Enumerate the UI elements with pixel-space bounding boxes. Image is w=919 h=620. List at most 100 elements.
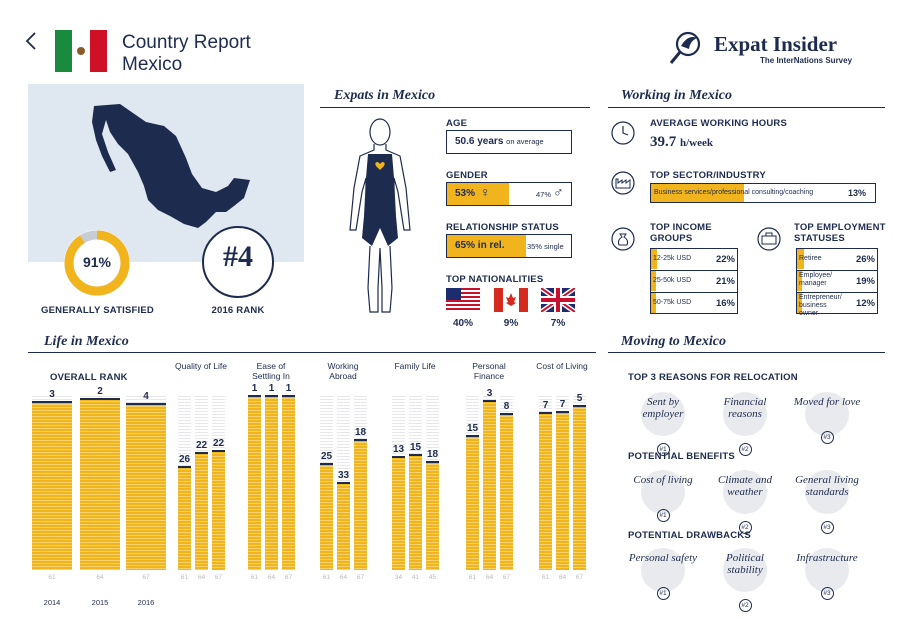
income-pct: 21% [715,276,735,287]
category-bar-rank: 1 [285,383,292,394]
income-name: 25-50k USD [653,277,692,284]
factory-icon [611,171,635,195]
mexico-map [92,104,250,228]
reason-number: #3 [820,431,834,444]
category-bar-fill [354,440,367,570]
category-bar-rank: 7 [542,400,549,412]
benefit-circle-icon [805,470,849,514]
category-bar-top [195,452,208,455]
female-icon: ♀ [480,184,491,200]
category-bar-top [337,482,350,484]
nationality-pct-3: 7% [550,318,566,329]
category-bar: 7 64 [556,396,569,584]
working-title: Working in Mexico [621,88,732,103]
category-bar-total: 67 [502,574,511,581]
benefit-item: Climate and weather #2 [710,470,780,534]
relationship-label: RELATIONSHIP STATUS [446,222,559,233]
benefit-item: Cost of living #1 [628,470,698,522]
satisfied-value: 91% [82,254,112,270]
category-bar-total: 64 [339,574,348,581]
category-bar-total: 67 [356,574,365,581]
reason-text: Sent by employer [642,396,684,420]
rel-value: 65% in rel. [455,240,505,251]
category-bar-rank: 22 [212,437,225,449]
category-bar-total: 64 [197,574,206,581]
benefit-circle-icon [723,470,767,514]
income-pct: 16% [715,298,735,309]
overall-bar-2014-total: 61 [48,574,56,581]
category-bar-top [265,395,278,397]
category-bar-total: 67 [575,574,584,581]
drawback-circle-icon [641,548,685,592]
employment-bar [797,293,802,313]
category-label: Quality of Life [175,361,227,371]
category-bar-total: 61 [541,574,550,581]
gender-female-bar [447,183,510,205]
employment-pct: 19% [855,276,875,287]
back-icon[interactable] [24,30,38,52]
benefit-text: Cost of living [633,474,693,486]
overall-bar-2015-top [80,397,120,400]
overall-bar-2016: 4 67 [126,391,166,584]
employment-name: Retiree [799,255,822,262]
overall-bar-2015: 2 64 [80,386,120,584]
age-box [446,130,572,154]
category-bar-fill [500,414,513,570]
category-bar-fill [212,450,225,570]
year-label: 2016 [137,598,155,607]
drawback-item: Political stability #2 [710,548,780,612]
reason-item: Moved for love #3 [792,392,862,444]
moving-rule [608,352,885,353]
category-bar-total: 64 [558,574,567,581]
category-bar-rank: 18 [426,448,439,460]
income-name: 50-75k USD [653,299,692,306]
hours-number: 39.7 [650,134,677,150]
rank-label: 2016 RANK [211,305,265,316]
benefit-circle-icon [641,470,685,514]
moving-title: Moving to Mexico [621,334,726,349]
age-value: 50.6 years on average [455,136,544,147]
category-bar: 5 67 [573,393,586,584]
male-pct: 47% [536,190,552,199]
drawback-circle-icon [805,548,849,592]
rank-circle [202,226,274,298]
income-bar [651,293,656,313]
category-bar-rank: 13 [392,444,405,456]
brand-logo: Expat Insider The InterNations Survey [668,28,868,70]
satisfaction-donut [64,230,130,296]
category-bar: 26 61 [178,396,191,584]
category-bar-top [483,400,496,403]
category-bar-top [500,413,513,416]
hours-label: AVERAGE WORKING HOURS [650,118,788,129]
employment-label-2: STATUSES [794,233,845,244]
category-bar-top [409,454,422,457]
category-bar-rank: 8 [503,401,510,413]
category-bar-fill [282,396,295,570]
nationalities-label: TOP NATIONALITIES [446,274,544,285]
briefcase-icon [757,227,781,251]
employment-bar [797,249,804,269]
employment-table [796,248,878,314]
overall-bar-2014-fill [32,401,72,570]
category-bar-total: 34 [394,574,403,581]
category-bar-rank: 7 [559,399,566,411]
category-bar-fill [195,453,208,570]
income-divider [650,292,738,293]
mexico-flag-icon [55,30,107,72]
category-bar-total: 67 [214,574,223,581]
category-bar-rank: 26 [178,454,191,466]
category-label: Cost of Living [536,361,588,371]
benefit-text: General living standards [795,474,859,498]
sector-label: TOP SECTOR/INDUSTRY [650,170,766,181]
drawback-number: #3 [820,587,834,600]
nationality-pct-1: 40% [452,318,473,329]
benefit-number: #3 [820,521,834,534]
category-label: Ease of Settling In [252,361,290,381]
overall-bar-2014-top [32,400,72,403]
working-rule [608,107,885,108]
category-bar-fill [556,412,569,570]
category-bar-top [178,466,191,469]
category-bar-total: 64 [267,574,276,581]
drawbacks-label: POTENTIAL DRAWBACKS [628,530,751,541]
category-bar-fill [178,467,191,570]
